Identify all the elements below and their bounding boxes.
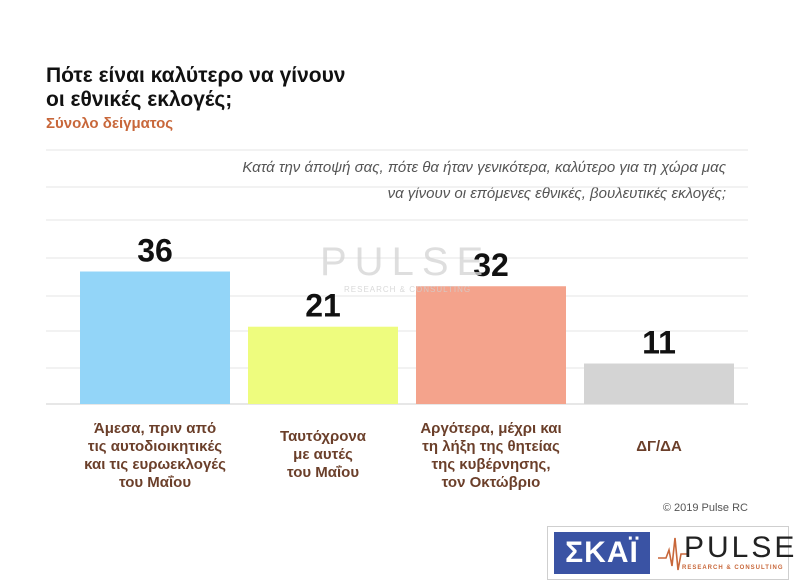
pulse-logo-word: PULSE [684,531,794,564]
category-label-line: Ταυτόχρονα [280,428,366,445]
category-label-line: με αυτές [293,446,353,463]
pulse-logo-sub: RESEARCH & CONSULTING [682,565,784,571]
chart-title-line1: Πότε είναι καλύτερο να γίνουν [46,64,346,87]
watermark-word: PULSE [320,240,492,284]
category-label-line: τις αυτοδιοικητικές [87,438,223,455]
chart-title-line2: οι εθνικές εκλογές; [46,88,233,111]
chart-subtitle: Σύνολο δείγματος [46,115,174,132]
category-label-line: του Μαΐου [118,474,192,491]
logo-strip: ΣΚΑΪ PULSE RESEARCH & CONSULTING [547,526,794,580]
bar-2 [248,326,398,404]
category-label-line: τη λήξη της θητείας [422,438,560,455]
chart-bars [80,271,734,404]
category-label-2: Ταυτόχρονα με αυτές του Μαΐου [238,428,408,482]
skai-logo: ΣΚΑΪ [554,532,650,574]
category-label-line: τον Οκτώβριο [441,474,541,491]
chart-title: Πότε είναι καλύτερο να γίνουν οι εθνικές… [46,64,346,112]
category-label-line: Αργότερα, μέχρι και [420,420,562,437]
category-label-line: ΔΓ/ΔΑ [636,438,682,455]
watermark-sub: RESEARCH & CONSULTING [344,285,472,294]
value-label-3: 32 [473,247,509,283]
copyright-note: © 2019 Pulse RC [662,502,748,514]
survey-question-line1: Κατά την άποψή σας, πότε θα ήταν γενικότ… [242,159,726,176]
category-label-line: της κυβέρνησης, [431,456,551,473]
chart-value-labels: 36 21 32 11 [137,233,676,361]
category-label-line: του Μαΐου [286,464,360,481]
value-label-2: 21 [305,288,341,324]
bar-1 [80,271,230,404]
value-label-4: 11 [642,325,676,361]
bar-3 [416,286,566,404]
value-label-1: 36 [137,233,173,269]
pulse-heartbeat-icon [658,537,688,571]
category-label-1: Άμεσα, πριν από τις αυτοδιοικητικές και τι… [70,420,240,492]
bar-4 [584,363,734,404]
category-label-line: και τις ευρωεκλογές [84,456,226,473]
category-label-4: ΔΓ/ΔΑ [574,438,744,456]
survey-question-line2: να γίνουν οι επόμενες εθνικές, βουλευτικ… [387,185,726,202]
category-label-3: Αργότερα, μέχρι και τη λήξη της θητείας τη… [406,420,576,492]
pulse-watermark: PULSE RESEARCH & CONSULTING [320,240,491,294]
survey-question: Κατά την άποψή σας, πότε θα ήταν γενικότ… [86,155,726,207]
category-label-line: Άμεσα, πριν από [93,420,217,437]
pulse-logo: PULSE RESEARCH & CONSULTING [658,530,794,576]
